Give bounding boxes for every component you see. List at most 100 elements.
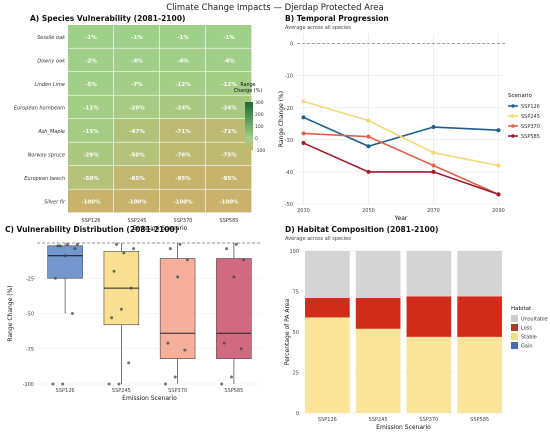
x-tick-label: SSP126 <box>318 417 337 423</box>
bar-segment-loss <box>457 296 502 337</box>
panel-d-title: D) Habitat Composition (2081-2100) <box>285 225 438 234</box>
data-point <box>185 258 189 262</box>
panel-b-subtitle: Average across all species <box>285 25 351 31</box>
y-tick-label: 0 <box>290 42 293 48</box>
y-tick-label: 100 <box>289 249 299 255</box>
legend-gradient-step <box>245 136 253 139</box>
heatmap-cell <box>114 189 160 213</box>
series-line-ssp585 <box>303 142 499 196</box>
heatmap-cell <box>206 189 252 213</box>
panel-d-stacked-bar: D) Habitat Composition (2081-2100) Averag… <box>284 225 548 431</box>
heatmap-cell-label: -71% <box>221 129 237 135</box>
heatmap-cell <box>160 48 206 72</box>
series-point-ssp126 <box>496 128 501 133</box>
x-tick-label: 2070 <box>427 208 440 214</box>
heatmap-cell <box>160 119 206 142</box>
bar-segment-stable <box>355 328 401 413</box>
series-line-ssp245 <box>303 100 499 167</box>
heatmap-cell <box>68 72 114 95</box>
x-tick-label: 2050 <box>362 208 375 214</box>
data-point <box>58 244 62 248</box>
heatmap-cell-label: -100% <box>127 199 147 205</box>
heatmap-cell-label: -29% <box>83 152 99 158</box>
legend-gradient-step <box>245 148 253 151</box>
heatmap-cell <box>68 119 114 142</box>
y-tick-label: -30 <box>285 138 293 144</box>
heatmap-cell-label: -20% <box>129 105 145 111</box>
legend-title-line2: Change (%) <box>234 88 262 94</box>
data-point <box>239 347 243 351</box>
heatmap-x-tick: SSP585 <box>220 218 239 224</box>
legend-gradient-step <box>245 138 253 141</box>
heatmap-cell <box>206 72 252 95</box>
box-ssp585 <box>216 258 252 359</box>
heatmap-row-label: Norway spruce <box>28 152 65 158</box>
x-tick-label: 2030 <box>297 208 310 214</box>
legend-gradient-step <box>245 110 253 113</box>
heatmap-cell-label: -4% <box>223 58 235 64</box>
legend-gradient-step <box>245 102 253 105</box>
heatmap-cell-label: -100% <box>173 199 193 205</box>
data-point <box>232 275 236 279</box>
panel-a-title: A) Species Vulnerability (2081-2100) <box>30 14 185 23</box>
heatmap-cell-label: -1% <box>177 35 189 41</box>
x-tick-label: SSP126 <box>56 388 75 394</box>
heatmap-cell <box>206 25 252 48</box>
data-point <box>220 382 224 386</box>
x-tick-label: SSP585 <box>224 388 243 394</box>
data-point <box>75 242 79 246</box>
legend-label: Stable <box>521 335 537 341</box>
x-tick-label: SSP245 <box>369 417 388 423</box>
y-tick-label: 0 <box>296 411 299 417</box>
data-point <box>225 247 229 251</box>
bar-segment-unsuitable <box>355 251 401 298</box>
heatmap-cell <box>160 166 206 189</box>
legend-gradient-step <box>245 116 253 119</box>
heatmap-cell-label: -50% <box>83 176 99 182</box>
heatmap-cell-label: -5% <box>85 82 97 88</box>
panel-b-line-chart: B) Temporal Progression Average across al… <box>278 14 540 222</box>
legend-gradient-step <box>245 104 253 107</box>
heatmap-cell <box>68 189 114 213</box>
legend-tick-label: 100 <box>255 124 264 130</box>
data-point <box>117 382 121 386</box>
x-tick-label: SSP245 <box>112 388 131 394</box>
heatmap-cell-label: -50% <box>129 152 145 158</box>
legend-gradient-step <box>245 144 253 147</box>
bar-segment-loss <box>355 297 401 329</box>
legend-gradient-step <box>245 132 253 135</box>
heatmap-cell <box>114 95 160 119</box>
legend-marker-ssp126 <box>511 104 515 108</box>
legend-tick-label: 300 <box>255 100 264 106</box>
series-point-ssp370 <box>366 134 371 139</box>
heatmap-x-tick: SSP370 <box>174 218 193 224</box>
heatmap-cell-label: -100% <box>81 199 101 205</box>
data-point <box>168 247 172 251</box>
legend-gradient-step <box>245 120 253 123</box>
legend-gradient-step <box>245 114 253 117</box>
y-tick-label: -75 <box>26 347 34 353</box>
bar-segment-stable <box>406 336 452 413</box>
legend-label: SSP245 <box>521 114 540 120</box>
bar-segment-unsuitable <box>406 251 452 297</box>
heatmap-cell-label: -7% <box>131 82 143 88</box>
heatmap-cell <box>160 142 206 166</box>
panel-b-title: B) Temporal Progression <box>285 14 389 23</box>
legend-tick-label: 200 <box>255 112 264 118</box>
data-point <box>183 348 187 352</box>
legend-label: SSP585 <box>521 134 540 140</box>
heatmap-cell <box>160 95 206 119</box>
x-tick-label: SSP370 <box>419 417 438 423</box>
series-point-ssp245 <box>431 150 436 155</box>
legend-gradient-step <box>245 126 253 129</box>
heatmap-cell-label: -1% <box>223 35 235 41</box>
y-tick-label: -50 <box>285 202 293 208</box>
legend-swatch-loss <box>511 324 518 331</box>
data-point <box>222 341 226 345</box>
heatmap-row-label: Ash_Maple <box>37 129 65 135</box>
data-point <box>110 316 114 320</box>
data-point <box>53 276 57 280</box>
legend-gradient-step <box>245 108 253 111</box>
series-point-ssp370 <box>431 163 436 168</box>
data-point <box>107 382 111 386</box>
